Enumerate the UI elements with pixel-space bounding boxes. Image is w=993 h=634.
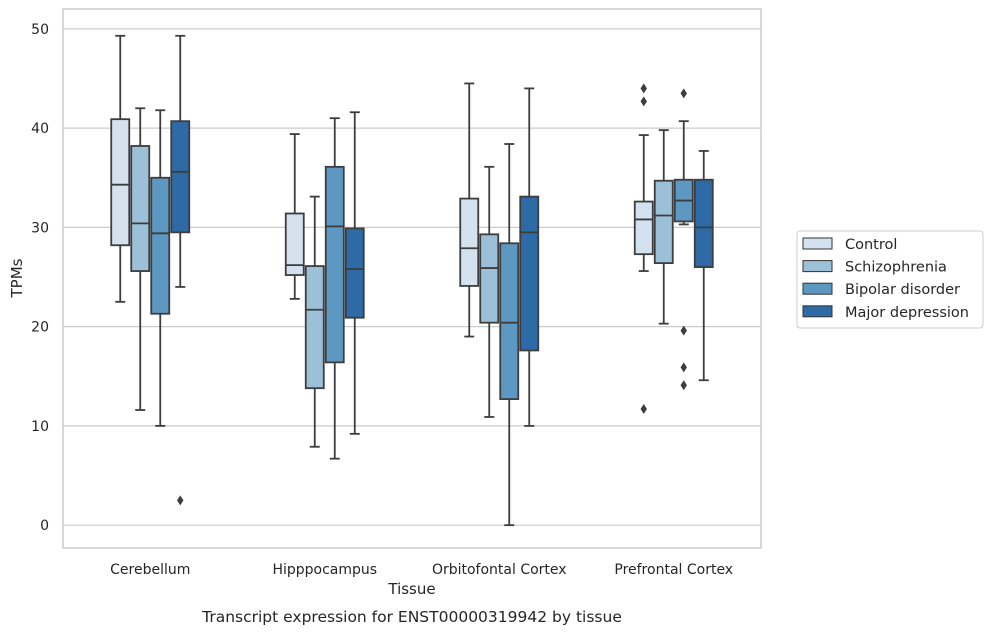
box bbox=[150, 109, 171, 427]
box-iqr bbox=[110, 118, 131, 247]
box bbox=[499, 143, 520, 527]
outlier-marker bbox=[680, 88, 687, 99]
outlier-marker bbox=[640, 83, 647, 94]
box bbox=[653, 129, 674, 325]
box bbox=[693, 150, 714, 382]
y-tick-label: 50 bbox=[31, 22, 49, 38]
box-group bbox=[110, 34, 191, 506]
legend-label: Major depression bbox=[845, 305, 969, 321]
y-tick-label: 0 bbox=[40, 518, 49, 534]
box bbox=[673, 88, 694, 391]
box-group bbox=[633, 83, 714, 415]
legend-swatch bbox=[802, 237, 833, 250]
box-iqr bbox=[344, 227, 365, 319]
y-tick-label: 20 bbox=[31, 320, 49, 336]
outlier-marker bbox=[177, 495, 184, 506]
x-axis-title: Tissue bbox=[387, 580, 435, 598]
y-tick-labels: 0 10 20 30 40 50 bbox=[31, 22, 49, 534]
box bbox=[519, 87, 540, 427]
box-iqr bbox=[150, 176, 171, 315]
box-groups bbox=[110, 34, 714, 527]
x-tick-label: Prefrontal Cortex bbox=[614, 562, 733, 578]
legend-frame bbox=[796, 230, 984, 329]
legend-swatch bbox=[802, 260, 833, 273]
y-axis-title: TPMs bbox=[8, 258, 26, 298]
box-iqr bbox=[284, 212, 305, 276]
outlier-marker bbox=[680, 380, 687, 391]
box bbox=[344, 111, 365, 435]
box-iqr bbox=[499, 242, 520, 401]
box-iqr bbox=[304, 265, 325, 390]
box bbox=[633, 83, 654, 415]
box bbox=[459, 82, 480, 338]
box-iqr bbox=[653, 179, 674, 265]
box bbox=[324, 117, 345, 460]
box bbox=[110, 34, 131, 303]
box-group bbox=[284, 111, 365, 460]
outlier-marker bbox=[640, 96, 647, 107]
legend-label: Bipolar disorder bbox=[845, 282, 960, 298]
box-iqr bbox=[130, 145, 151, 272]
box bbox=[479, 165, 500, 418]
legend-swatch bbox=[802, 305, 833, 318]
x-tick-label: Cerebellum bbox=[110, 562, 190, 578]
outlier-marker bbox=[640, 404, 647, 415]
x-tick-labels: Cerebellum Hipppocampus Orbitofontal Corte… bbox=[110, 562, 733, 578]
legend-swatch bbox=[802, 282, 833, 295]
x-tick-label: Hipppocampus bbox=[272, 562, 377, 578]
box bbox=[284, 133, 305, 300]
y-tick-label: 30 bbox=[31, 220, 49, 236]
box-iqr bbox=[633, 200, 654, 256]
legend-label: Schizophrenia bbox=[845, 260, 947, 276]
x-tick-label: Orbitofontal Cortex bbox=[432, 562, 567, 578]
box-iqr bbox=[170, 120, 191, 234]
box-iqr bbox=[693, 178, 714, 268]
legend: Control Schizophrenia Bipolar disorder Majo… bbox=[796, 230, 984, 329]
outlier-marker bbox=[680, 325, 687, 336]
box-iqr bbox=[519, 195, 540, 352]
box-group bbox=[459, 82, 540, 527]
y-tick-label: 40 bbox=[31, 121, 49, 137]
box-iqr bbox=[324, 165, 345, 364]
legend-label: Control bbox=[845, 237, 897, 253]
box bbox=[130, 107, 151, 411]
plot-frame bbox=[62, 8, 762, 549]
box bbox=[170, 34, 191, 506]
box bbox=[304, 195, 325, 448]
box-iqr bbox=[459, 197, 480, 287]
outlier-marker bbox=[680, 362, 687, 373]
y-tick-label: 10 bbox=[31, 419, 49, 435]
chart-caption: Transcript expression for ENST0000031994… bbox=[201, 608, 622, 626]
box-iqr bbox=[479, 233, 500, 324]
